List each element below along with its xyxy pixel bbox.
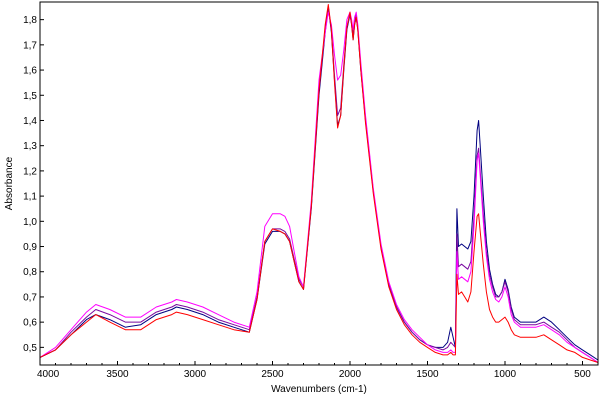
x-axis-title: Wavenumbers (cm-1)	[271, 384, 367, 395]
y-tick-label: 1,5	[23, 91, 37, 102]
y-tick-label: 1,6	[23, 66, 37, 77]
y-tick-label: 0,7	[23, 292, 37, 303]
y-axis-title: Absorbance	[4, 156, 15, 210]
plot-frame	[39, 1, 599, 366]
x-tick-label: 2000	[339, 369, 362, 380]
series-line-2	[39, 6, 599, 363]
x-tick-label: 1500	[416, 369, 439, 380]
y-tick-label: 0,6	[23, 318, 37, 329]
x-tick-label: 1000	[494, 369, 517, 380]
y-tick-label: 1,0	[23, 217, 37, 228]
x-tick-label: 500	[574, 369, 591, 380]
y-axis: 0,5 0,6 0,7 0,8 0,9 1,0 1,1 1,2 1,3 1,4 1,5 1,6 1,7 1…	[23, 15, 44, 354]
y-tick-label: 0,9	[23, 242, 37, 253]
y-tick-label: 1,4	[23, 116, 37, 127]
y-tick-label: 1,2	[23, 166, 37, 177]
series-layer	[39, 4, 599, 363]
x-tick-label: 3000	[184, 369, 207, 380]
y-tick-label: 0,8	[23, 267, 37, 278]
x-tick-label: 4000	[37, 369, 60, 380]
series-line-3	[39, 11, 599, 363]
x-tick-label: 3500	[106, 369, 129, 380]
y-tick-label: 1,7	[23, 40, 37, 51]
y-tick-label: 1,3	[23, 141, 37, 152]
series-line-4	[39, 4, 599, 363]
y-tick-label: 0,5	[23, 343, 37, 354]
y-tick-label: 1,8	[23, 15, 37, 26]
y-tick-label: 1,1	[23, 192, 37, 203]
x-tick-label: 2500	[261, 369, 284, 380]
series-line-1	[39, 6, 599, 361]
x-axis: 4000 3500 3000 2500 2000 1500 1000 500	[37, 361, 591, 380]
